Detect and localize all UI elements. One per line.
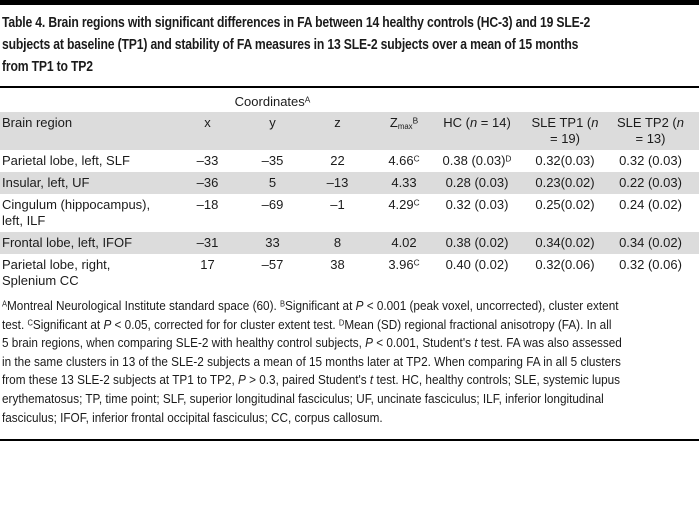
table-row: Insular, left, UF –36 5 –13 4.33 0.28 (0.03) 0… — [0, 172, 699, 194]
cell-brain-region: Cingulum (hippocampus), left, ILF — [2, 197, 151, 228]
column-header-coord-x: x — [175, 112, 240, 150]
column-header-hc: HC (n = 14) — [438, 112, 516, 150]
cell-coord-z: 8 — [305, 232, 370, 254]
cell-coord-y: 5 — [240, 172, 305, 194]
cell-coord-x: –36 — [175, 172, 240, 194]
cell-coord-z: 22 — [330, 153, 345, 168]
bottom-rule — [0, 439, 699, 442]
header-row: Brain region x y z ZmaxB HC (n = 14) SLE TP1 (… — [0, 112, 699, 150]
cell-sle-tp2: 0.32 (0.03) — [619, 153, 682, 168]
fa-results-table: CoordinatesA Brain region x y z ZmaxB HC (n =… — [0, 90, 699, 292]
cell-coord-z: 38 — [330, 257, 345, 272]
table-footnote: AMontreal Neurological Institute standar… — [2, 299, 622, 425]
column-header-coord-y: y — [240, 112, 305, 150]
column-header-sle-tp1: SLE TP1 (n = 19) — [516, 112, 614, 150]
table-title: Table 4. Brain regions with significant … — [2, 15, 591, 75]
spacer-cell — [0, 90, 175, 112]
spacer-cell — [370, 90, 699, 112]
cell-coord-z: –13 — [305, 172, 370, 194]
cell-zmax: 4.33 — [370, 172, 438, 194]
cell-hc: 0.38 (0.03)D — [442, 153, 512, 168]
coordinates-spanner-row: CoordinatesA — [0, 90, 699, 112]
cell-zmax: 4.29C — [388, 197, 420, 212]
cell-coord-x: –31 — [175, 232, 240, 254]
cell-zmax: 3.96C — [388, 257, 420, 272]
table-row: Parietal lobe, right, Splenium CC 17 –57 38… — [0, 254, 699, 292]
cell-brain-region: Parietal lobe, left, SLF — [2, 153, 130, 168]
cell-sle-tp2: 0.32 (0.06) — [619, 257, 682, 272]
cell-coord-x: –33 — [196, 153, 219, 168]
cell-sle-tp2: 0.22 (0.03) — [614, 172, 699, 194]
top-rule — [0, 0, 699, 5]
cell-brain-region: Insular, left, UF — [0, 172, 175, 194]
column-header-coord-z: z — [305, 112, 370, 150]
cell-sle-tp1: 0.34(0.02) — [516, 232, 614, 254]
cell-zmax: 4.02 — [370, 232, 438, 254]
cell-coord-x: –18 — [196, 197, 219, 212]
table-row: Frontal lobe, left, IFOF –31 33 8 4.02 0.38 (… — [0, 232, 699, 254]
column-header-sle-tp2: SLE TP2 (n = 13) — [614, 112, 699, 150]
column-header-zmax: ZmaxB — [370, 112, 438, 150]
coordinates-label: CoordinatesA — [234, 94, 311, 109]
cell-sle-tp2: 0.34 (0.02) — [614, 232, 699, 254]
cell-hc: 0.40 (0.02) — [445, 257, 509, 272]
cell-brain-region: Parietal lobe, right, Splenium CC — [2, 257, 111, 288]
cell-sle-tp1: 0.32(0.03) — [535, 153, 595, 168]
cell-sle-tp1: 0.23(0.02) — [516, 172, 614, 194]
cell-brain-region: Frontal lobe, left, IFOF — [0, 232, 175, 254]
cell-hc: 0.38 (0.02) — [438, 232, 516, 254]
cell-sle-tp1: 0.32(0.06) — [535, 257, 595, 272]
cell-sle-tp1: 0.25(0.02) — [535, 197, 595, 212]
cell-coord-z: –1 — [330, 197, 345, 212]
title-divider-rule — [0, 86, 699, 88]
cell-sle-tp2: 0.24 (0.02) — [619, 197, 682, 212]
cell-hc: 0.28 (0.03) — [438, 172, 516, 194]
table-row: Cingulum (hippocampus), left, ILF –18 –69 –… — [0, 194, 699, 232]
cell-coord-y: –57 — [261, 257, 284, 272]
cell-coord-y: –35 — [261, 153, 284, 168]
cell-coord-y: –69 — [261, 197, 284, 212]
cell-coord-x: 17 — [200, 257, 215, 272]
cell-hc: 0.32 (0.03) — [445, 197, 509, 212]
column-header-brain-region: Brain region — [0, 112, 175, 150]
table-row: Parietal lobe, left, SLF –33 –35 22 4.66C 0.3… — [0, 150, 699, 172]
cell-coord-y: 33 — [240, 232, 305, 254]
cell-zmax: 4.66C — [388, 153, 420, 168]
